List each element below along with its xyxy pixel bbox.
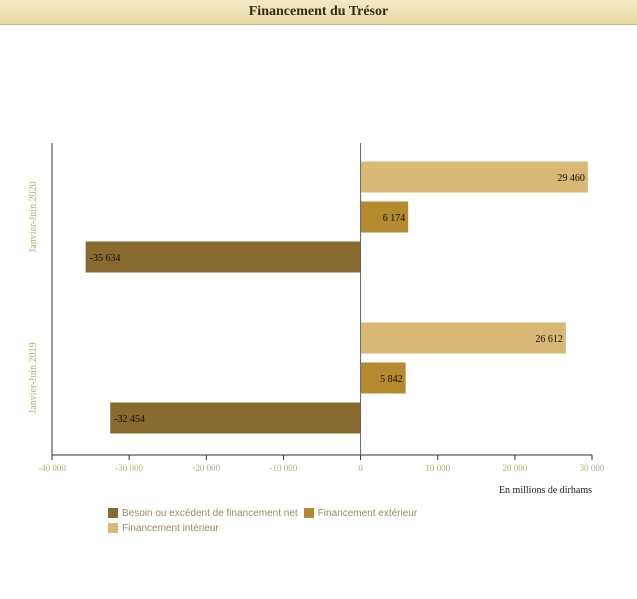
data-label: 6 174: [383, 213, 406, 224]
x-tick-label: 10 000: [425, 463, 450, 473]
legend-swatch: [108, 523, 118, 533]
data-label: 29 460: [557, 173, 585, 184]
x-tick-label: -20 000: [192, 463, 220, 473]
x-tick-label: -30 000: [115, 463, 143, 473]
bar: [360, 161, 588, 193]
legend-label: Financement extérieur: [317, 507, 418, 519]
legend-label: Besoin ou excédent de financement net: [122, 507, 298, 519]
title-bar: Financement du Trésor: [0, 0, 637, 25]
x-tick-label: 30 000: [580, 463, 605, 473]
chart-title: Financement du Trésor: [248, 4, 389, 19]
data-label: -35 634: [90, 253, 121, 264]
data-label: -32 454: [114, 414, 145, 425]
x-tick-label: 0: [358, 463, 363, 473]
legend-item: Financement intérieur: [108, 521, 219, 535]
x-axis-title: En millions de dirhams: [499, 485, 592, 496]
legend-item: Besoin ou excédent de financement net: [108, 506, 298, 520]
bar: [360, 322, 566, 354]
data-label: 26 612: [535, 334, 563, 345]
category-label: Janvier-Juin 2019: [28, 342, 39, 413]
bar: [85, 241, 361, 273]
chart-legend: Besoin ou excédent de financement net Fin…: [108, 506, 468, 536]
legend-swatch: [303, 508, 314, 518]
legend-item: Financement extérieur: [303, 506, 418, 520]
bar: [360, 201, 409, 233]
bar: [110, 402, 361, 434]
legend-label: Financement intérieur: [122, 522, 219, 534]
x-tick-label: 20 000: [502, 463, 527, 473]
bar: [360, 362, 406, 394]
legend-swatch: [108, 508, 118, 518]
category-label: Janvier-Juin 2020: [28, 181, 39, 252]
x-tick-label: -40 000: [38, 463, 66, 473]
data-label: 5 842: [380, 374, 403, 385]
x-tick-label: -10 000: [270, 463, 298, 473]
